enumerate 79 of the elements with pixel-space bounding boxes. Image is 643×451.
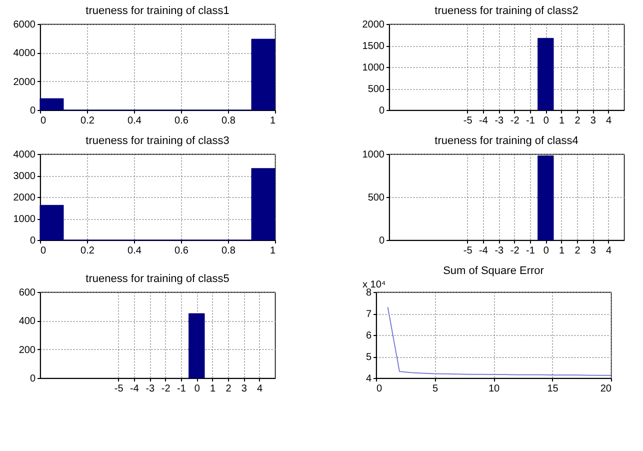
line-series bbox=[387, 306, 612, 376]
x-tick-label: -1 bbox=[177, 384, 186, 394]
x-tick-label: 3 bbox=[590, 116, 596, 126]
y-tick-label: 2000 bbox=[13, 192, 36, 204]
y-tick-label: 0 bbox=[30, 374, 36, 384]
y-tick-label: 6000 bbox=[13, 20, 36, 30]
x-tick-label: 15 bbox=[547, 384, 559, 394]
x-tick-label: -2 bbox=[510, 246, 520, 256]
x-tick-label: 4 bbox=[606, 116, 612, 126]
x-tick-label: 0.4 bbox=[128, 116, 142, 126]
y-tick-label: 8 bbox=[366, 288, 372, 298]
x-tick-label: 0.4 bbox=[128, 246, 142, 256]
x-tick-label: 10 bbox=[488, 384, 500, 394]
y-tick-label: 3000 bbox=[13, 171, 36, 182]
x-tick-label: 20 bbox=[600, 384, 612, 394]
y-tick-label: 4 bbox=[366, 374, 372, 384]
y-tick-label: 200 bbox=[18, 344, 36, 356]
y-tick-label: 1500 bbox=[362, 41, 385, 52]
y-tick-label: 600 bbox=[18, 288, 36, 298]
x-tick-label: 0.8 bbox=[222, 246, 236, 256]
x-tick-label: 4 bbox=[257, 384, 264, 394]
x-tick-label: 4 bbox=[606, 246, 612, 256]
chart-title: trueness for training of class2 bbox=[434, 5, 578, 17]
x-tick-label: -5 bbox=[114, 384, 124, 394]
x-tick-label: 0 bbox=[543, 246, 550, 256]
chart-title: trueness for training of class1 bbox=[86, 5, 230, 17]
y-tick-label: 6 bbox=[366, 330, 372, 342]
x-tick-label: 2 bbox=[574, 246, 581, 256]
y-tick-label: 0 bbox=[378, 106, 385, 116]
chart-title: trueness for training of class3 bbox=[86, 135, 230, 147]
y-tick-label: 2000 bbox=[13, 76, 36, 88]
x-tick-label: -4 bbox=[479, 116, 488, 126]
x-tick-label: -4 bbox=[479, 246, 488, 256]
chart-title: trueness for training of class4 bbox=[434, 135, 578, 147]
x-tick-label: -1 bbox=[526, 246, 536, 256]
y-tick-label: 1000 bbox=[362, 150, 385, 160]
x-tick-label: 1 bbox=[559, 116, 566, 126]
y-tick-label: 5 bbox=[366, 352, 372, 363]
y-tick-label: 4000 bbox=[13, 150, 36, 160]
x-tick-label: 0.8 bbox=[222, 116, 236, 126]
x-tick-label: 1 bbox=[270, 116, 276, 126]
x-tick-label: -2 bbox=[161, 384, 171, 394]
x-tick-label: 0 bbox=[40, 246, 46, 256]
x-tick-label: 3 bbox=[590, 246, 596, 256]
x-tick-label: 0.6 bbox=[174, 116, 189, 126]
x-tick-label: 5 bbox=[432, 384, 438, 394]
y-tick-label: 7 bbox=[366, 309, 372, 320]
x-tick-label: -3 bbox=[494, 116, 504, 126]
x-tick-label: 1 bbox=[559, 246, 566, 256]
y-tick-label: 0 bbox=[30, 106, 36, 116]
y-tick-label: 0 bbox=[378, 236, 385, 246]
x-tick-label: 2 bbox=[574, 116, 581, 126]
chart-title: trueness for training of class5 bbox=[86, 273, 230, 285]
y-tick-label: 0 bbox=[30, 236, 36, 246]
x-tick-label: 0.6 bbox=[174, 246, 189, 256]
y-tick-label: 1000 bbox=[13, 214, 36, 225]
y-tick-label: 400 bbox=[18, 316, 36, 328]
x-tick-label: -4 bbox=[130, 384, 140, 394]
y-tick-label: 500 bbox=[368, 192, 385, 204]
x-tick-label: 3 bbox=[241, 384, 248, 394]
x-tick-label: -3 bbox=[146, 384, 156, 394]
x-tick-label: 2 bbox=[226, 384, 232, 394]
x-tick-label: 0.2 bbox=[80, 246, 95, 256]
x-tick-label: 1 bbox=[210, 384, 216, 394]
x-tick-label: -1 bbox=[526, 116, 536, 126]
y-tick-label: 4000 bbox=[13, 48, 36, 60]
x-tick-label: 0.2 bbox=[80, 116, 95, 126]
y-tick-label: 500 bbox=[368, 84, 385, 95]
x-tick-label: 0 bbox=[194, 384, 200, 394]
chart-title: Sum of Square Error bbox=[443, 265, 544, 277]
y-tick-label: 2000 bbox=[362, 20, 385, 30]
x-tick-label: 0 bbox=[543, 116, 550, 126]
x-tick-label: -5 bbox=[463, 116, 473, 126]
x-tick-label: -5 bbox=[463, 246, 473, 256]
x-tick-label: -3 bbox=[494, 246, 504, 256]
y-tick-label: 1000 bbox=[362, 62, 385, 74]
x-tick-label: 0 bbox=[40, 116, 46, 126]
x-tick-label: -2 bbox=[510, 116, 520, 126]
x-tick-label: 1 bbox=[270, 246, 276, 256]
